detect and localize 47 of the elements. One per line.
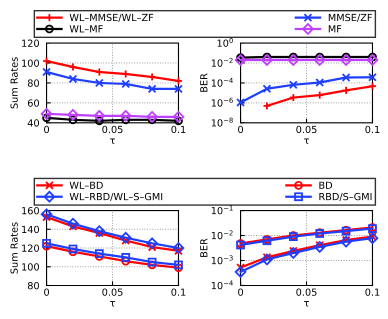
legend-label: WL–MMSE/WL–ZF <box>70 14 154 22</box>
y-tick-label: 120 <box>22 40 39 47</box>
y-tick-label: 40 <box>28 119 39 127</box>
legend-label: WL–BD <box>70 182 103 189</box>
y-tick-label: 10$^{−4}$ <box>212 280 233 290</box>
x-tick-label: 0.05 <box>296 126 316 134</box>
x-tick-label: 0.1 <box>171 288 186 296</box>
y-tick-label: 10$^{−1}$ <box>212 205 233 214</box>
y-tick-label: 10$^{−2}$ <box>212 230 233 240</box>
x-axis-title: τ <box>304 138 309 144</box>
legend-label: WL–RBD/WL–S–GMI <box>70 192 162 202</box>
x-tick-label: 0.05 <box>102 288 122 296</box>
y-tick-label: 80 <box>28 79 39 87</box>
x-tick-label: 0 <box>238 126 244 134</box>
y-tick-label: 100 <box>22 59 39 67</box>
x-tick-label: 0 <box>44 288 50 296</box>
y-tick-label: 120 <box>22 244 39 252</box>
y-tick-label: 100 <box>22 263 39 271</box>
x-tick-label: 0 <box>238 288 244 296</box>
x-tick-label: 0 <box>44 126 50 134</box>
y-axis-title: Sum Rates <box>10 222 18 274</box>
legend-label: WL–MF <box>70 25 103 32</box>
y-axis-title: BER <box>200 73 208 92</box>
legend-label: MMSE/ZF <box>328 14 372 22</box>
legend-label: RBD/S–GMI <box>319 192 372 202</box>
y-axis-title: BER <box>200 238 208 257</box>
x-axis-title: τ <box>304 301 309 306</box>
y-tick-label: 10$^{−4}$ <box>212 78 233 87</box>
x-axis-title: τ <box>110 138 115 144</box>
y-tick-label: 160 <box>22 207 39 214</box>
x-axis-title: τ <box>110 301 115 306</box>
legend-label: BD <box>319 182 332 189</box>
y-tick-label: 80 <box>28 282 39 290</box>
y-axis-title: Sum Rates <box>10 57 18 108</box>
y-tick-label: 10$^{−8}$ <box>212 118 233 127</box>
y-tick-label: 10$^{−3}$ <box>212 255 233 264</box>
y-tick-label: 10$^{−2}$ <box>212 58 233 67</box>
legend-label: MF <box>328 25 342 32</box>
x-tick-label: 0.1 <box>365 288 380 296</box>
y-tick-label: 10$^{0}$ <box>218 38 233 47</box>
x-tick-label: 0.1 <box>171 126 186 134</box>
y-tick-label: 10$^{−6}$ <box>212 98 233 107</box>
x-tick-label: 0.1 <box>365 126 380 134</box>
y-tick-label: 140 <box>22 226 39 234</box>
x-tick-label: 0.05 <box>102 126 122 134</box>
x-tick-label: 0.05 <box>296 288 316 296</box>
y-tick-label: 60 <box>28 99 39 107</box>
